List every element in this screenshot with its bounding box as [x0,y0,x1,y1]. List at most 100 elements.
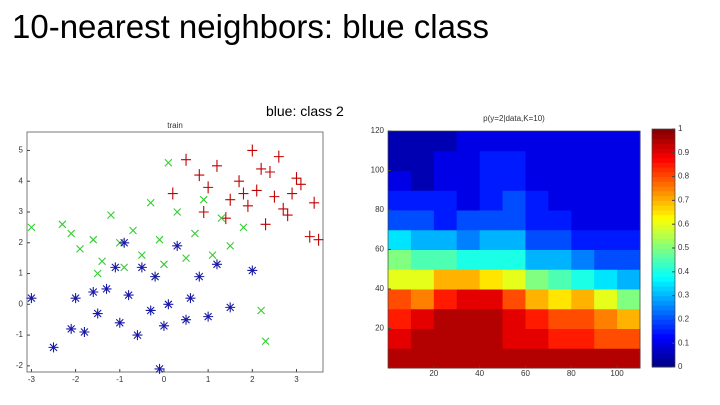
plot-area [26,131,324,373]
point [242,199,253,212]
colorbar-step [652,224,675,230]
colorbar-step [652,286,675,292]
point [194,271,205,282]
heat-cell [617,229,641,250]
colorbar-step [652,209,675,216]
colorbar-step [652,338,675,344]
heat-cell [410,210,435,231]
point [273,150,284,163]
point [313,233,324,246]
heat-cell [479,308,504,329]
heat-cell [410,289,435,310]
point [88,287,99,297]
point [154,363,165,374]
point [190,229,199,238]
point [107,211,115,219]
point [98,257,106,266]
x-tick-label: 2 [250,375,255,384]
heat-cell [594,308,618,329]
point [132,330,143,341]
point [239,223,248,232]
heat-cell [617,150,641,171]
point [92,308,103,319]
point [203,181,214,194]
heat-cell [594,328,618,349]
point [27,223,36,232]
heat-cell [617,170,641,191]
heat-cell [571,190,595,211]
point [238,187,249,200]
point [304,230,315,243]
colorbar-step [652,352,675,358]
heat-cell [594,150,618,171]
heat-cell [594,210,618,231]
colorbar-step [652,314,675,320]
point [181,314,192,325]
heat-cell [388,249,412,270]
point [26,293,37,304]
y-tick-label: 120 [371,126,385,135]
heat-cell [594,190,618,211]
colorbar-tick-label: 0 [678,362,683,371]
heat-cell [433,150,458,171]
point [163,299,174,310]
colorbar-step [652,133,675,140]
heat-cell [388,170,412,191]
point [278,202,289,215]
point [226,241,235,250]
colorbar-step [652,324,675,330]
point [309,196,320,209]
heat-cell [571,150,595,171]
heat-cell [410,249,435,270]
colorbar-step [652,228,675,235]
point [287,187,298,200]
heat-cell [525,289,549,310]
y-tick-label: 0 [19,299,24,308]
heat-cell [456,150,481,171]
heat-cell [548,150,572,171]
colorbar-step [652,309,675,316]
heat-cell [594,170,618,191]
point [158,320,169,331]
y-tick-label: 60 [375,245,384,254]
colorbar-step [652,238,675,244]
point [181,153,192,166]
heat-cell [525,328,549,349]
y-tick-label: 20 [375,324,384,333]
y-tick-label: 2 [19,238,24,247]
colorbar-step [652,267,675,273]
colorbar-step [652,305,675,311]
heat-cell [433,170,458,191]
heat-cell [617,249,641,270]
y-tick-label: 4 [19,176,24,185]
heat-cell [433,190,458,211]
point [136,262,147,273]
colorbar-step [652,148,675,154]
point [251,184,262,197]
heat-cell [410,308,435,329]
heat-cell [617,328,641,349]
heat-cell [571,289,595,310]
heat-cell [433,249,458,270]
heat-cell [433,308,458,329]
colorbar-step [652,333,675,339]
heat-cell [433,210,458,231]
heat-cell [571,229,595,250]
caption: blue: class 2 [266,103,344,119]
point [110,262,121,273]
colorbar-step [652,157,675,163]
colorbar-step [652,343,675,349]
heat-cell [456,229,481,250]
point [198,206,209,218]
colorbar-step [652,262,675,268]
heat-cell [525,190,549,211]
colorbar-step [652,138,675,144]
heat-cell [388,289,412,310]
heat-cell [479,210,504,231]
heat-cell [617,190,641,211]
heat-cell [525,229,549,250]
point [225,193,236,206]
colorbar-tick-label: 0.4 [678,267,690,276]
point [150,271,161,282]
colorbar-tick-label: 0.8 [678,172,690,181]
